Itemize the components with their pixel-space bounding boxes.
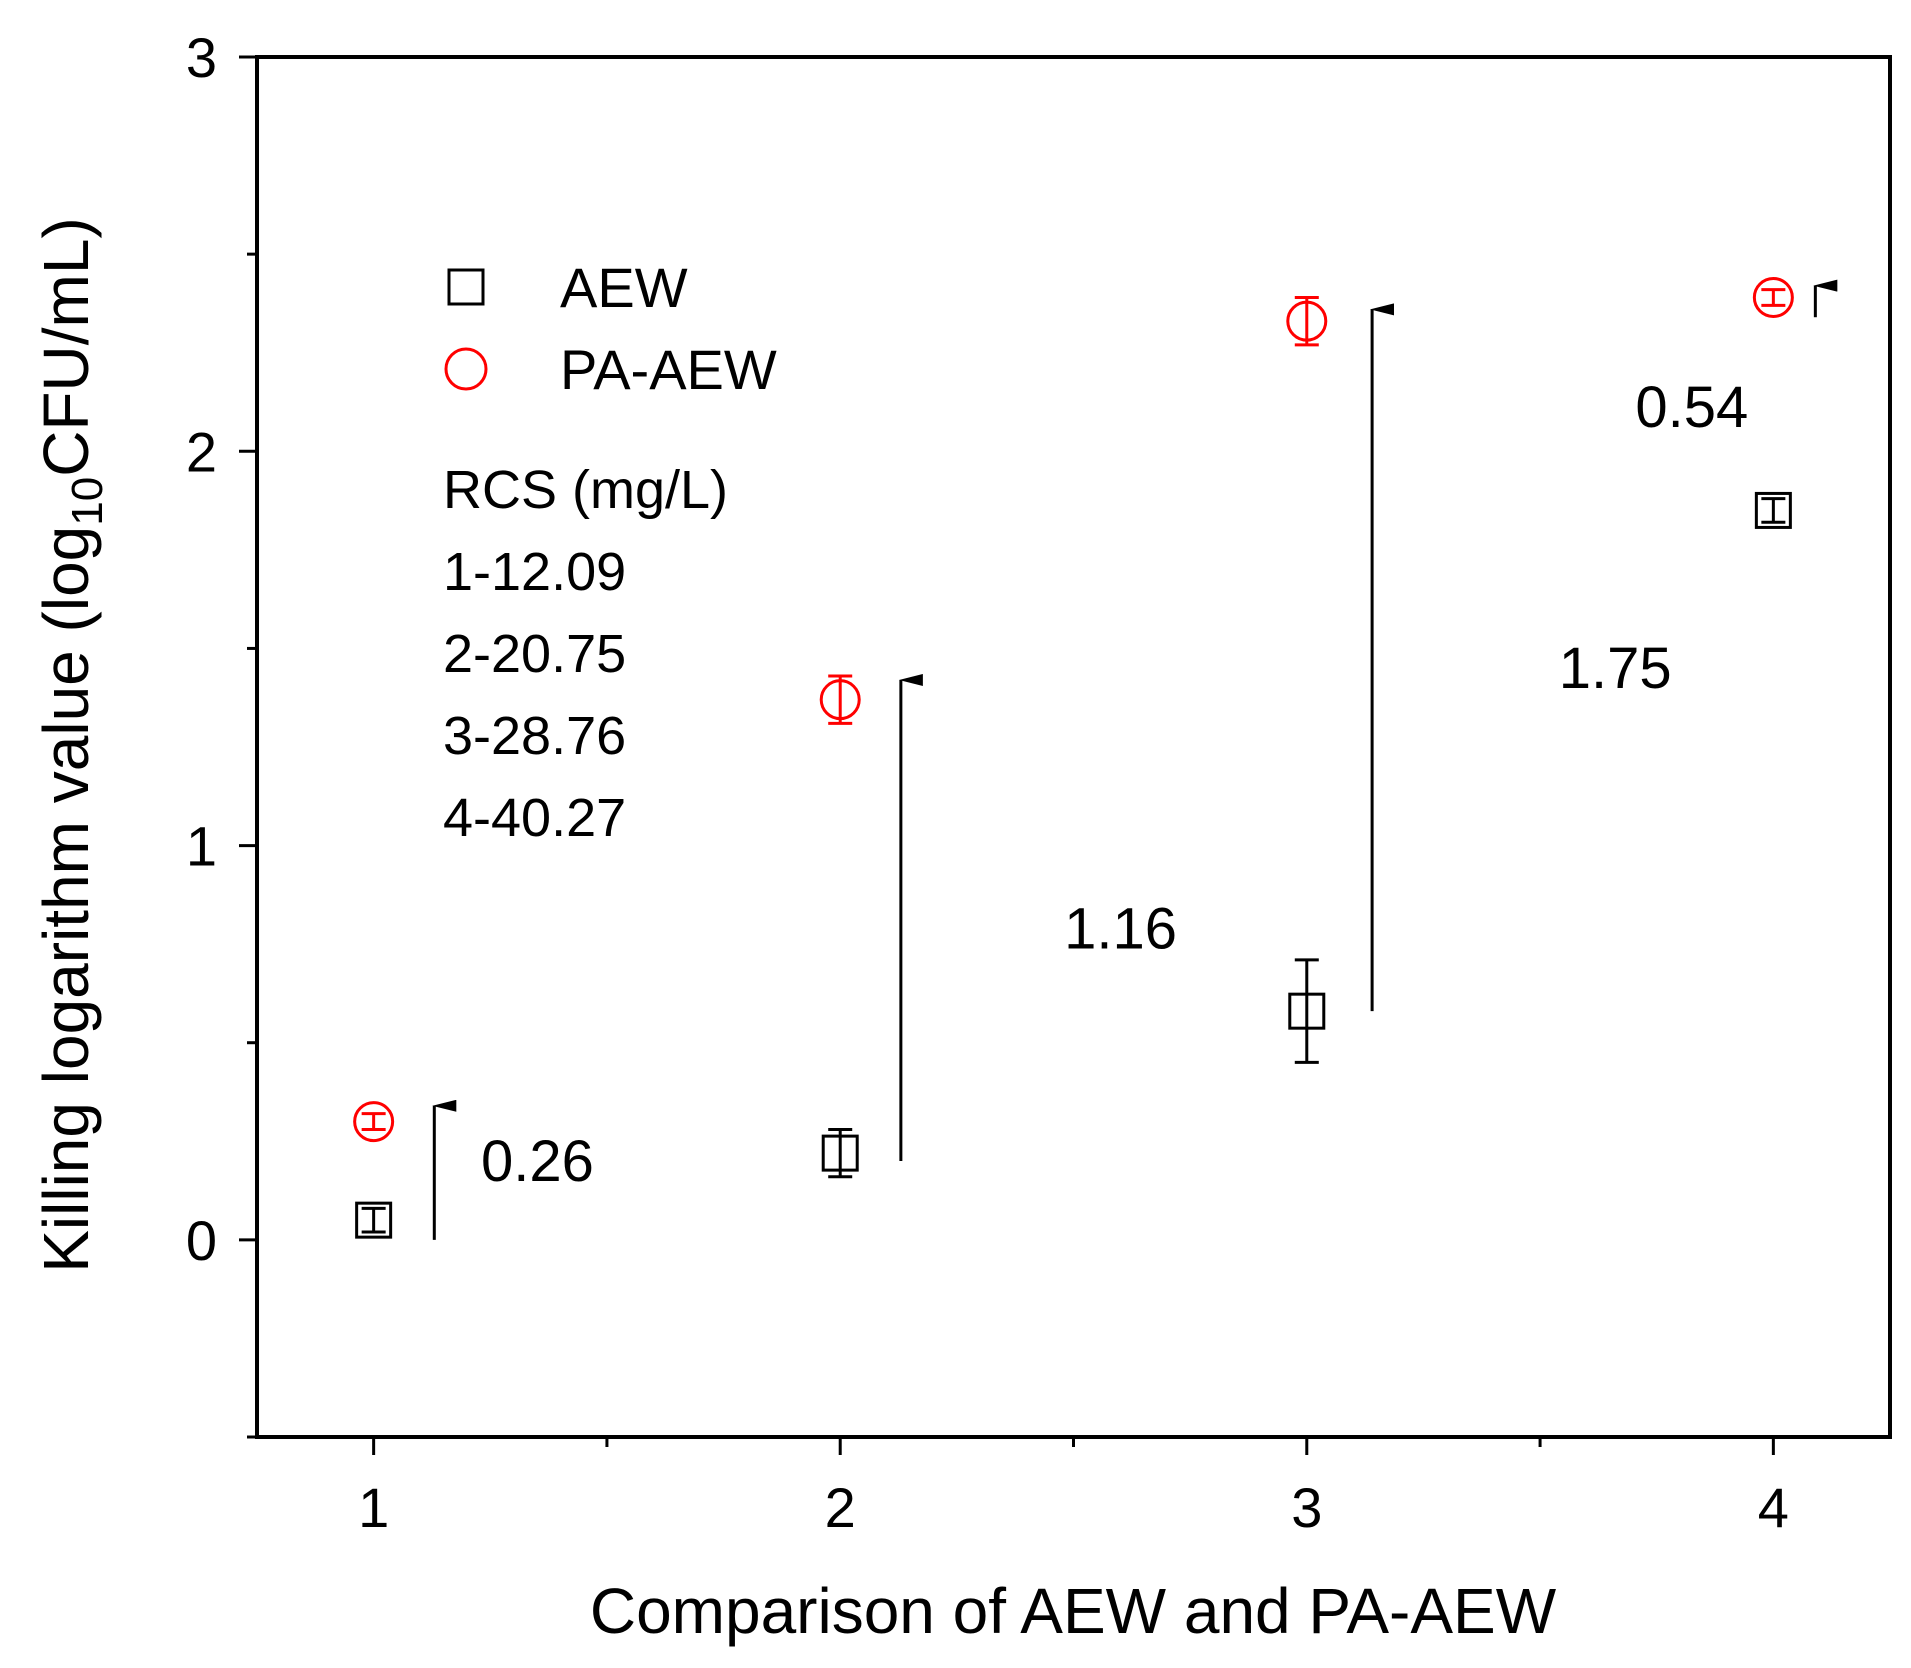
x-tick-label: 3 (1291, 1476, 1322, 1539)
y-tick-label: 3 (186, 26, 217, 89)
x-tick-label: 1 (358, 1476, 389, 1539)
x-axis-ticks: 1 2 3 4 (358, 1437, 1789, 1539)
x-tick-label: 4 (1758, 1476, 1789, 1539)
data-point-pa-aew (1286, 300, 1328, 342)
rcs-line-2: 2-20.75 (443, 624, 626, 684)
rcs-line-3: 3-28.76 (443, 706, 626, 766)
data-point-aew (1288, 992, 1326, 1030)
data-point-pa-aew (819, 679, 861, 721)
y-axis-title-end: CFU/mL) (30, 217, 102, 477)
series-pa-aew (353, 277, 1794, 1143)
y-axis-ticks: 0 1 2 3 (186, 26, 257, 1439)
data-point-pa-aew (1752, 277, 1794, 319)
legend-marker-pa-aew (444, 347, 488, 391)
data-point-aew (1754, 491, 1792, 529)
data-point-aew (355, 1201, 393, 1239)
series-aew (355, 491, 1792, 1239)
legend: AEW PA-AEW (444, 256, 777, 401)
x-axis-title: Comparison of AEW and PA-AEW (590, 1575, 1557, 1647)
y-axis-title-main: Killing logarithm value (log (30, 526, 102, 1273)
rcs-note: RCS (mg/L) 1-12.09 2-20.75 3-28.76 4-40.… (443, 460, 728, 848)
legend-label-pa-aew: PA-AEW (560, 338, 777, 401)
data-point-pa-aew (353, 1101, 395, 1143)
y-tick-label: 2 (186, 420, 217, 483)
rcs-title: RCS (mg/L) (443, 460, 728, 520)
data-point-aew (821, 1134, 859, 1172)
difference-label-3: 1.75 (1559, 636, 1672, 701)
difference-annotations: 0.26 1.16 1.75 0.54 (432, 279, 1838, 1240)
difference-label-4: 0.54 (1635, 375, 1748, 440)
difference-label-2: 1.16 (1064, 896, 1177, 961)
legend-marker-aew (447, 268, 485, 306)
rcs-line-1: 1-12.09 (443, 542, 626, 602)
y-tick-label: 1 (186, 815, 217, 878)
x-tick-label: 2 (825, 1476, 856, 1539)
y-axis-title-subscript: 10 (63, 477, 112, 526)
legend-label-aew: AEW (560, 256, 688, 319)
y-tick-label: 0 (186, 1209, 217, 1272)
y-axis-title: Killing logarithm value (log10CFU/mL) (30, 217, 112, 1273)
difference-label-1: 0.26 (481, 1129, 594, 1194)
rcs-line-4: 4-40.27 (443, 788, 626, 848)
